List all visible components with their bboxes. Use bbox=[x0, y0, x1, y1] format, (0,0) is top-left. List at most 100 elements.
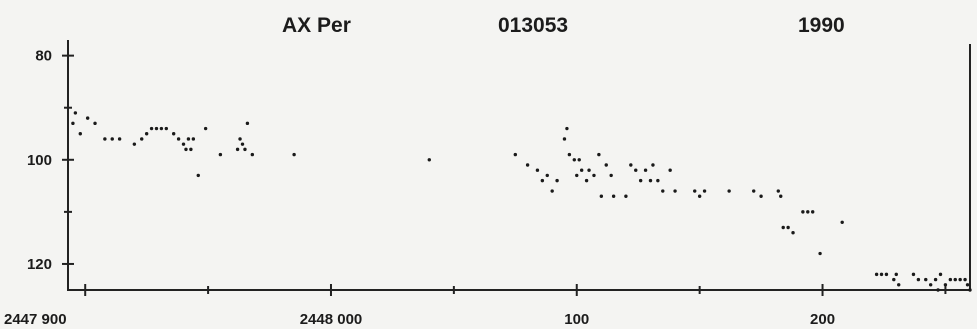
data-point bbox=[189, 147, 193, 152]
data-point bbox=[879, 272, 884, 277]
data-point bbox=[203, 126, 208, 131]
data-point bbox=[948, 277, 953, 282]
data-point bbox=[727, 189, 731, 193]
data-point bbox=[71, 121, 75, 126]
data-point bbox=[85, 116, 90, 120]
data-point bbox=[752, 189, 756, 193]
data-point bbox=[818, 251, 822, 256]
x-tick-label: 2448 000 bbox=[300, 311, 363, 328]
data-point bbox=[181, 142, 186, 146]
x-tick-label: 100 bbox=[564, 311, 589, 328]
data-point bbox=[673, 189, 677, 193]
data-point bbox=[599, 194, 604, 198]
data-point bbox=[897, 283, 901, 287]
data-point bbox=[924, 277, 928, 282]
data-point bbox=[759, 194, 763, 198]
data-point bbox=[791, 231, 795, 235]
data-point bbox=[874, 272, 879, 277]
data-point bbox=[555, 178, 559, 183]
data-point bbox=[911, 272, 916, 277]
data-point bbox=[776, 189, 780, 193]
data-point bbox=[693, 189, 697, 193]
data-point bbox=[968, 288, 972, 292]
data-point bbox=[132, 142, 137, 146]
data-point bbox=[144, 132, 149, 136]
data-point bbox=[103, 137, 107, 141]
data-point bbox=[579, 168, 584, 172]
data-point bbox=[702, 189, 707, 193]
data-point bbox=[958, 277, 962, 282]
data-point bbox=[78, 132, 82, 136]
data-point bbox=[840, 220, 844, 224]
data-point bbox=[938, 272, 943, 277]
data-point bbox=[140, 137, 144, 141]
data-point bbox=[806, 210, 810, 214]
data-point bbox=[884, 272, 889, 277]
data-point bbox=[73, 111, 78, 115]
data-point bbox=[427, 158, 431, 162]
data-point bbox=[159, 126, 164, 131]
data-point bbox=[565, 126, 569, 131]
data-point bbox=[611, 194, 616, 198]
data-point bbox=[965, 283, 970, 287]
data-point bbox=[235, 147, 240, 152]
data-point bbox=[661, 189, 665, 193]
data-point bbox=[892, 277, 896, 282]
year-label: 1990 bbox=[798, 14, 845, 37]
data-point bbox=[811, 210, 815, 214]
data-point bbox=[592, 173, 596, 178]
magnitude-points bbox=[71, 111, 972, 292]
data-point bbox=[184, 147, 188, 152]
data-point bbox=[587, 168, 591, 172]
data-point bbox=[292, 152, 296, 157]
data-point bbox=[245, 121, 250, 126]
data-point bbox=[164, 126, 169, 131]
y-axis-ticks: 80 100 120 bbox=[27, 48, 74, 273]
data-point bbox=[638, 178, 643, 183]
y-tick-label: 80 bbox=[35, 48, 52, 65]
data-point bbox=[597, 152, 601, 157]
data-point bbox=[648, 178, 653, 183]
data-point bbox=[936, 288, 940, 292]
data-point bbox=[668, 168, 672, 172]
data-point bbox=[609, 173, 613, 178]
data-point bbox=[928, 283, 933, 287]
data-point bbox=[943, 283, 948, 287]
data-point bbox=[572, 158, 576, 162]
data-point bbox=[171, 132, 176, 136]
data-point bbox=[786, 225, 790, 230]
star-name: AX Per bbox=[282, 14, 351, 37]
data-point bbox=[550, 189, 554, 193]
data-point bbox=[191, 137, 196, 141]
data-point bbox=[562, 137, 567, 141]
data-point bbox=[651, 163, 655, 167]
data-point bbox=[218, 152, 223, 157]
data-point bbox=[779, 194, 783, 198]
data-point bbox=[154, 126, 159, 131]
data-point bbox=[545, 173, 549, 178]
y-tick-label: 100 bbox=[27, 152, 52, 169]
data-point bbox=[540, 178, 545, 183]
data-point bbox=[643, 168, 648, 172]
data-point bbox=[963, 277, 967, 282]
data-point bbox=[634, 168, 638, 172]
data-point bbox=[624, 194, 628, 198]
data-point bbox=[933, 277, 938, 282]
data-point bbox=[196, 173, 200, 178]
data-point bbox=[577, 158, 581, 162]
data-point bbox=[186, 137, 191, 141]
data-point bbox=[801, 210, 805, 214]
plot-axes bbox=[67, 40, 970, 291]
data-point bbox=[149, 126, 154, 131]
data-point bbox=[243, 147, 247, 152]
x-tick-label: 2447 900 bbox=[4, 311, 67, 328]
data-point bbox=[894, 272, 898, 277]
data-point bbox=[584, 178, 589, 183]
data-point bbox=[250, 152, 255, 157]
data-point bbox=[110, 137, 114, 141]
data-point bbox=[535, 168, 540, 172]
data-point bbox=[697, 194, 702, 198]
data-point bbox=[240, 142, 245, 146]
data-point bbox=[916, 277, 921, 282]
